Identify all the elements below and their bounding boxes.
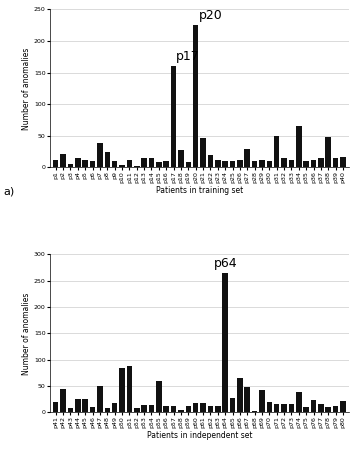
Bar: [185, 406, 191, 412]
Bar: [237, 160, 243, 167]
Bar: [149, 405, 154, 412]
Bar: [134, 165, 140, 167]
Bar: [53, 160, 58, 167]
Bar: [83, 399, 88, 412]
Bar: [281, 404, 287, 412]
Bar: [119, 368, 125, 412]
Bar: [193, 25, 198, 167]
X-axis label: Patients in independent set: Patients in independent set: [147, 431, 252, 439]
Bar: [68, 408, 73, 412]
Bar: [149, 158, 154, 167]
Bar: [208, 155, 213, 167]
Bar: [303, 161, 309, 167]
Bar: [127, 160, 132, 167]
Bar: [200, 138, 206, 167]
Bar: [259, 160, 265, 167]
Bar: [75, 399, 80, 412]
Bar: [259, 390, 265, 412]
Bar: [97, 386, 103, 412]
Bar: [325, 407, 331, 412]
Bar: [60, 389, 66, 412]
Bar: [274, 404, 279, 412]
Bar: [178, 150, 184, 167]
Bar: [178, 410, 184, 412]
X-axis label: Patients in training set: Patients in training set: [156, 186, 243, 195]
Bar: [90, 407, 95, 412]
Bar: [163, 406, 169, 412]
Bar: [289, 160, 294, 167]
Bar: [156, 381, 162, 412]
Bar: [163, 161, 169, 167]
Bar: [274, 136, 279, 167]
Bar: [289, 404, 294, 412]
Bar: [222, 161, 228, 167]
Bar: [53, 402, 58, 412]
Y-axis label: Number of anomalies: Number of anomalies: [22, 47, 31, 130]
Bar: [90, 161, 95, 167]
Bar: [112, 161, 117, 167]
Y-axis label: Number of anomalies: Number of anomalies: [22, 292, 31, 374]
Bar: [252, 161, 257, 167]
Bar: [200, 403, 206, 412]
Bar: [105, 152, 110, 167]
Bar: [112, 403, 117, 412]
Bar: [296, 127, 302, 167]
Bar: [208, 406, 213, 412]
Bar: [340, 157, 346, 167]
Bar: [318, 404, 324, 412]
Bar: [230, 398, 235, 412]
Bar: [333, 158, 339, 167]
Bar: [252, 411, 257, 412]
Bar: [134, 408, 140, 412]
Bar: [245, 148, 250, 167]
Bar: [127, 366, 132, 412]
Bar: [105, 408, 110, 412]
Bar: [83, 160, 88, 167]
Text: p64: p64: [214, 257, 238, 270]
Bar: [296, 392, 302, 412]
Bar: [340, 401, 346, 412]
Bar: [267, 161, 272, 167]
Bar: [68, 164, 73, 167]
Bar: [185, 163, 191, 167]
Bar: [119, 165, 125, 167]
Text: a): a): [4, 186, 15, 196]
Bar: [267, 402, 272, 412]
Bar: [60, 154, 66, 167]
Bar: [222, 273, 228, 412]
Bar: [141, 158, 147, 167]
Bar: [311, 400, 316, 412]
Bar: [230, 161, 235, 167]
Bar: [281, 158, 287, 167]
Bar: [171, 66, 176, 167]
Bar: [245, 387, 250, 412]
Bar: [141, 405, 147, 412]
Bar: [215, 160, 220, 167]
Bar: [215, 406, 220, 412]
Bar: [156, 163, 162, 167]
Bar: [171, 406, 176, 412]
Text: p20: p20: [199, 9, 222, 22]
Bar: [75, 158, 80, 167]
Bar: [311, 160, 316, 167]
Bar: [97, 144, 103, 167]
Bar: [193, 403, 198, 412]
Bar: [237, 378, 243, 412]
Text: p17: p17: [176, 50, 200, 63]
Bar: [325, 137, 331, 167]
Bar: [318, 158, 324, 167]
Bar: [333, 406, 339, 412]
Bar: [303, 407, 309, 412]
